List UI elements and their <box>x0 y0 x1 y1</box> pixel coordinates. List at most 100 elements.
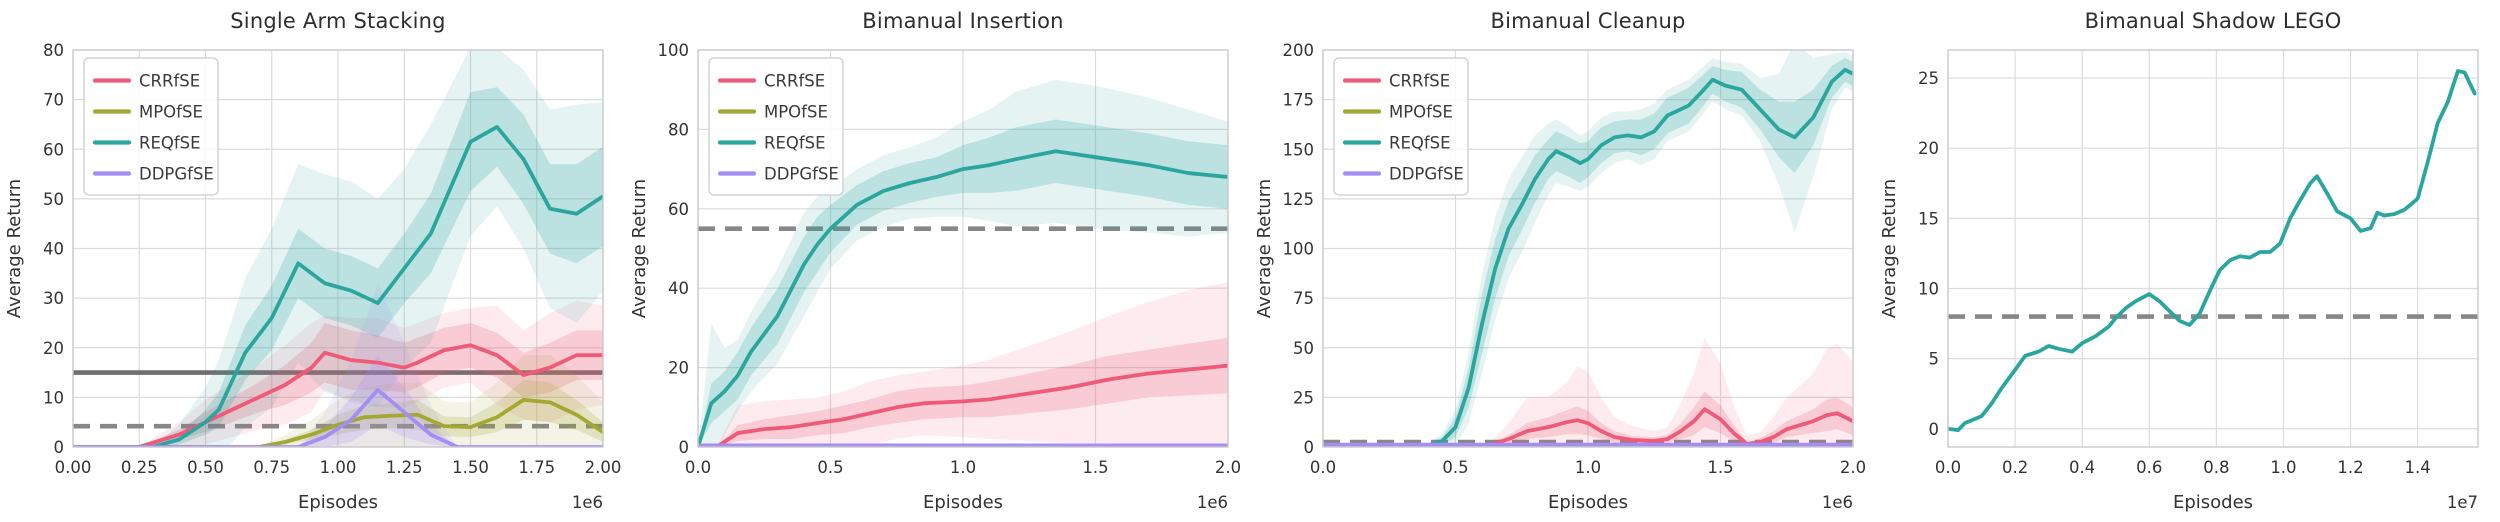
y-axis-label: Average Return <box>4 179 25 318</box>
x-tick-label: 2.0 <box>1215 458 1241 477</box>
y-tick-label: 60 <box>43 140 64 159</box>
x-axis-label: Episodes <box>2173 492 2253 513</box>
y-tick-label: 125 <box>1283 190 1315 209</box>
chart-canvas-bimanual-shadow-lego: 0.0 0.2 0.4 0.6 0.8 1.0 1.2 1.4 0 5 10 15 20 25 Episod… <box>1879 49 2479 513</box>
x-tick-label: 2.00 <box>585 458 622 477</box>
x-tick-label: 0.4 <box>2069 458 2095 477</box>
x-tick-label: 1.5 <box>1082 458 1108 477</box>
band-CRRfSE <box>73 300 603 447</box>
band-REQfSE <box>73 87 603 447</box>
band-CRRfSE <box>1323 391 1853 447</box>
legend-label-REQfSE: REQfSE <box>139 134 201 153</box>
y-tick-label: 40 <box>668 279 689 298</box>
legend: CRRfSE MPOfSE REQfSE DDPGfSE <box>83 57 219 196</box>
line-CRRfSE <box>698 363 1228 447</box>
legend-label-DDPGfSE: DDPGfSE <box>139 165 214 184</box>
legend-label-MPOfSE: MPOfSE <box>139 103 203 122</box>
band-DDPGfSE <box>73 283 603 447</box>
band-CRRfSE <box>73 322 603 447</box>
y-tick-label: 80 <box>43 41 64 60</box>
x-tick-label: 1.50 <box>452 458 489 477</box>
plot-spines <box>72 49 604 448</box>
y-tick-label: 50 <box>1293 339 1314 358</box>
y-tick-label: 40 <box>43 240 64 259</box>
subplot-bimanual-insertion: 0.0 0.5 1.0 1.5 2.0 0 20 40 60 80 100 Episodes 1e6 Av… <box>625 0 1250 522</box>
chart-title: Bimanual Shadow LEGO <box>2084 9 2342 33</box>
legend-box <box>1333 57 1469 196</box>
x-tick-label: 0.8 <box>2203 458 2229 477</box>
y-tick-label: 150 <box>1283 140 1315 159</box>
x-tick-label: 1.00 <box>320 458 357 477</box>
y-tick-label: 5 <box>1929 350 1940 369</box>
y-tick-label: 10 <box>1918 279 1939 298</box>
axis-offset-label: 1e6 <box>1197 493 1228 512</box>
plot-spines <box>697 49 1229 448</box>
y-tick-label: 0 <box>54 438 65 457</box>
x-tick-label: 0.0 <box>1935 458 1961 477</box>
x-axis-label: Episodes <box>923 492 1003 513</box>
y-tick-label: 20 <box>668 359 689 378</box>
y-tick-label: 30 <box>43 289 64 308</box>
band-MPOfSE <box>73 380 603 447</box>
y-tick-label: 20 <box>1918 139 1939 158</box>
legend-label-CRRfSE: CRRfSE <box>1389 72 1450 91</box>
y-tick-label: 25 <box>1918 69 1939 88</box>
x-tick-label: 0.0 <box>685 458 711 477</box>
legend-label-DDPGfSE: DDPGfSE <box>764 165 839 184</box>
y-tick-label: 15 <box>1918 209 1939 228</box>
band-REQfSE <box>1323 50 1853 447</box>
y-tick-label: 0 <box>1929 420 1940 439</box>
legend-label-REQfSE: REQfSE <box>764 134 826 153</box>
x-tick-label: 0.75 <box>253 458 290 477</box>
y-tick-label: 175 <box>1283 91 1315 110</box>
band-CRRfSE <box>698 282 1228 447</box>
y-tick-label: 0 <box>1304 438 1315 457</box>
chart-canvas-bimanual-insertion: 0.0 0.5 1.0 1.5 2.0 0 20 40 60 80 100 Episodes 1e6 Av… <box>629 41 1242 513</box>
y-tick-label: 80 <box>668 120 689 139</box>
legend: CRRfSE MPOfSE REQfSE DDPGfSE <box>708 57 844 196</box>
y-tick-label: 60 <box>668 200 689 219</box>
y-tick-label: 100 <box>1283 240 1315 259</box>
x-tick-label: 1.5 <box>1707 458 1733 477</box>
y-tick-label: 20 <box>43 339 64 358</box>
legend-label-DDPGfSE: DDPGfSE <box>1389 165 1464 184</box>
x-tick-label: 1.2 <box>2337 458 2363 477</box>
x-tick-label: 1.0 <box>2270 458 2296 477</box>
x-tick-label: 1.75 <box>518 458 555 477</box>
tick-labels: 0.0 0.2 0.4 0.6 0.8 1.0 1.2 1.4 0 5 10 15 20 25 <box>1918 69 2431 477</box>
x-tick-label: 0.5 <box>1442 458 1468 477</box>
axis-offset-label: 1e6 <box>572 493 603 512</box>
x-tick-label: 2.0 <box>1840 458 1866 477</box>
chart-canvas-bimanual-cleanup: 0.0 0.5 1.0 1.5 2.0 0 25 50 75 100 125 150 175 200 Epi… <box>1254 41 1866 513</box>
chart-title: Single Arm Stacking <box>230 9 446 33</box>
chart-canvas-single-arm-stacking: 0.00 0.25 0.50 0.75 1.00 1.25 1.50 1.75 2.00 0 10 2… <box>4 41 621 513</box>
legend: CRRfSE MPOfSE REQfSE DDPGfSE <box>1333 57 1469 196</box>
legend-label-MPOfSE: MPOfSE <box>764 103 828 122</box>
series-lines <box>698 149 1228 447</box>
x-tick-label: 0.25 <box>121 458 158 477</box>
x-tick-label: 0.2 <box>2002 458 2028 477</box>
axis-offset-label: 1e6 <box>1822 493 1853 512</box>
y-tick-label: 10 <box>43 388 64 407</box>
tick-labels: 0.0 0.5 1.0 1.5 2.0 0 20 40 60 80 100 <box>658 41 1242 477</box>
chart-title: Bimanual Cleanup <box>1490 9 1686 33</box>
x-tick-label: 0.50 <box>187 458 224 477</box>
tick-labels: 0.00 0.25 0.50 0.75 1.00 1.25 1.50 1.75 2.00 0 10 2… <box>43 41 621 477</box>
line-MPOfSE <box>73 397 603 447</box>
subplot-bimanual-cleanup: 0.0 0.5 1.0 1.5 2.0 0 25 50 75 100 125 150 175 200 Epi… <box>1250 0 1875 522</box>
line-REQfSE <box>73 125 603 447</box>
y-tick-label: 50 <box>43 190 64 209</box>
series-lines <box>73 125 603 447</box>
gridlines <box>1947 50 2478 447</box>
series-lines <box>1323 67 1853 447</box>
y-tick-label: 25 <box>1293 388 1314 407</box>
y-tick-label: 70 <box>43 91 64 110</box>
subplot-single-arm-stacking: 0.00 0.25 0.50 0.75 1.00 1.25 1.50 1.75 2.00 0 10 2… <box>0 0 625 522</box>
legend-label-MPOfSE: MPOfSE <box>1389 103 1453 122</box>
chart-title: Bimanual Insertion <box>862 9 1064 33</box>
plot-spines <box>1322 49 1854 448</box>
legend-label-CRRfSE: CRRfSE <box>764 72 825 91</box>
axis-offset-label: 1e7 <box>2447 493 2478 512</box>
line-CRRfSE <box>1323 407 1853 447</box>
